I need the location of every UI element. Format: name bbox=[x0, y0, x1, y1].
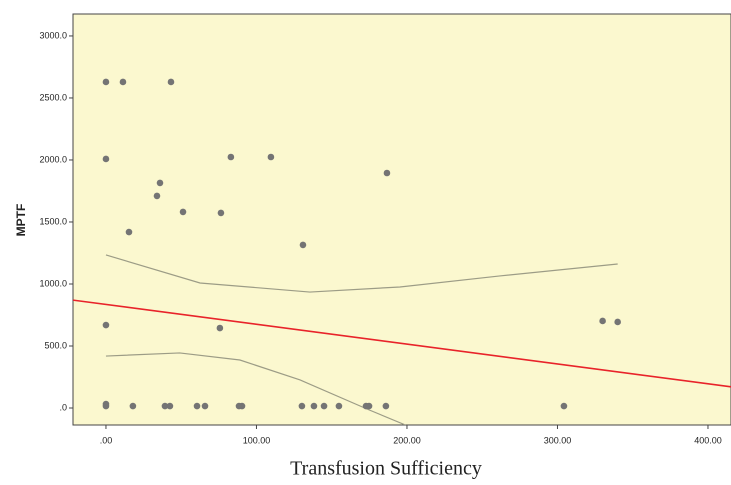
point bbox=[102, 321, 110, 329]
point bbox=[167, 78, 175, 86]
point bbox=[227, 153, 235, 161]
point bbox=[119, 78, 127, 86]
point bbox=[201, 402, 209, 410]
point bbox=[320, 402, 328, 410]
y-tick-label: 1000.0 bbox=[39, 278, 67, 288]
y-tick-label: 1500.0 bbox=[39, 216, 67, 226]
point bbox=[156, 179, 164, 187]
point bbox=[193, 402, 201, 410]
y-axis-label: MPTF bbox=[14, 204, 28, 237]
x-tick-label: 400.00 bbox=[694, 435, 722, 445]
x-tick-label: 100.00 bbox=[243, 435, 271, 445]
point bbox=[179, 208, 187, 216]
x-axis-label: Transfusion Sufficiency bbox=[290, 458, 482, 480]
point bbox=[298, 402, 306, 410]
y-tick-label: 2000.0 bbox=[39, 154, 67, 164]
confidence-band bbox=[105, 352, 406, 425]
point bbox=[217, 209, 225, 217]
point bbox=[560, 402, 568, 410]
point bbox=[216, 324, 224, 332]
point bbox=[153, 192, 161, 200]
point bbox=[299, 241, 307, 249]
point bbox=[310, 402, 318, 410]
y-tick-label: .0 bbox=[59, 402, 67, 412]
point bbox=[365, 402, 373, 410]
point bbox=[599, 317, 606, 325]
point bbox=[125, 228, 133, 236]
point bbox=[614, 318, 621, 326]
point bbox=[102, 155, 110, 163]
point bbox=[129, 402, 137, 410]
point bbox=[383, 169, 391, 177]
point bbox=[166, 402, 174, 410]
plot-layer bbox=[73, 78, 731, 425]
y-tick-label: 3000.0 bbox=[39, 30, 67, 40]
x-tick-label: .00 bbox=[100, 435, 113, 445]
y-tick-label: 2500.0 bbox=[39, 92, 67, 102]
point bbox=[102, 402, 110, 410]
x-tick-label: 300.00 bbox=[544, 435, 572, 445]
x-tick-label: 200.00 bbox=[393, 435, 421, 445]
point bbox=[102, 78, 110, 86]
point bbox=[161, 402, 169, 410]
y-tick-label: 500.0 bbox=[44, 340, 67, 350]
point bbox=[267, 153, 275, 161]
point bbox=[238, 402, 246, 410]
confidence-band bbox=[105, 254, 618, 293]
point bbox=[335, 402, 343, 410]
fit-line bbox=[73, 299, 731, 388]
plot-area bbox=[72, 13, 731, 426]
point bbox=[382, 402, 390, 410]
